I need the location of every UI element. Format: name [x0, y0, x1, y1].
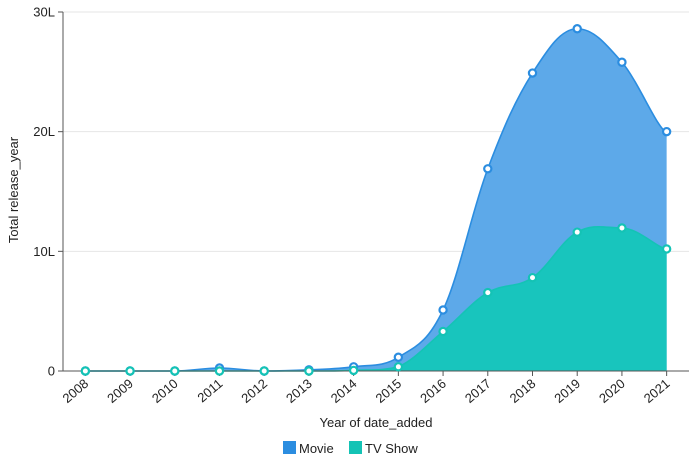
data-point-movie[interactable] [393, 352, 404, 362]
y-tick-label: 30L [33, 5, 55, 20]
data-point-tv-show[interactable] [304, 366, 314, 376]
legend-item-movie[interactable]: Movie [283, 441, 334, 456]
x-tick-label: 2012 [238, 376, 270, 406]
x-tick-label: 2017 [462, 376, 494, 406]
data-point-tv-show[interactable] [80, 366, 91, 376]
x-tick-label: 2010 [149, 376, 181, 406]
data-point-movie[interactable] [661, 126, 672, 137]
series-areas [85, 27, 667, 372]
x-tick-label: 2018 [507, 376, 539, 406]
data-point-tv-show[interactable] [348, 365, 359, 376]
data-point-tv-show[interactable] [483, 287, 493, 298]
y-axis-title: Total release_year [6, 136, 21, 243]
data-point-tv-show[interactable] [661, 244, 672, 254]
x-tick-label: 2014 [328, 376, 360, 406]
data-point-movie[interactable] [617, 57, 627, 67]
data-point-movie[interactable] [438, 305, 448, 315]
data-point-movie[interactable] [572, 24, 582, 34]
x-tick-label: 2011 [194, 376, 225, 405]
data-point-tv-show[interactable] [438, 326, 448, 337]
data-point-tv-show[interactable] [170, 366, 180, 376]
legend-label: Movie [299, 441, 334, 456]
legend[interactable]: Movie TV Show [283, 441, 418, 456]
data-point-tv-show[interactable] [259, 366, 269, 376]
x-tick-label: 2020 [596, 376, 628, 406]
data-point-tv-show[interactable] [125, 366, 135, 376]
y-tick-label: 20L [33, 124, 55, 139]
data-point-tv-show[interactable] [214, 366, 225, 376]
legend-swatch [283, 441, 296, 454]
x-tick-label: 2009 [104, 376, 136, 406]
x-axis-title: Year of date_added [319, 415, 432, 430]
x-tick-label: 2008 [59, 376, 91, 406]
data-point-tv-show[interactable] [572, 227, 582, 237]
legend-swatch [349, 441, 362, 454]
legend-item-tv-show[interactable]: TV Show [349, 441, 418, 456]
data-point-movie[interactable] [527, 68, 538, 78]
x-tick-label: 2016 [417, 376, 449, 406]
series-area-tv-show[interactable] [85, 226, 667, 371]
data-point-tv-show[interactable] [393, 362, 404, 372]
x-tick-label: 2013 [283, 376, 315, 406]
series-markers [80, 24, 672, 376]
x-tick-label: 2021 [641, 376, 673, 406]
x-tick-label: 2015 [372, 376, 404, 406]
data-point-tv-show[interactable] [617, 223, 627, 233]
x-tick-label: 2019 [551, 376, 583, 406]
y-tick-label: 10L [33, 244, 55, 259]
data-point-movie[interactable] [483, 164, 493, 174]
y-tick-label: 0 [48, 364, 55, 379]
legend-label: TV Show [365, 441, 418, 456]
data-point-tv-show[interactable] [527, 272, 538, 283]
